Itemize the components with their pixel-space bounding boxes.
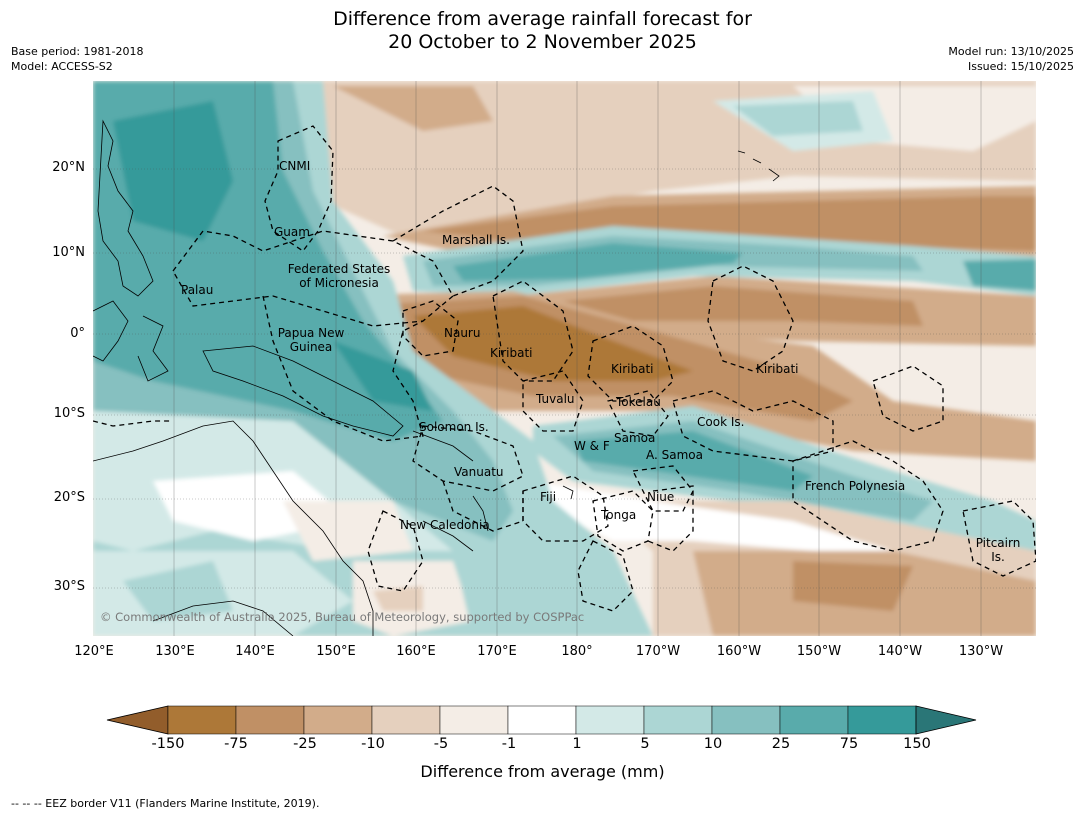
colorbar: [106, 705, 977, 735]
region-label-fsm: Federated States of Micronesia: [284, 262, 394, 290]
region-label-png-line1: Papua New: [277, 326, 345, 340]
lon-label-150w: 150°W: [796, 644, 842, 659]
rainfall-map: [93, 81, 1036, 636]
lon-label-170w: 170°W: [635, 644, 681, 659]
base-period-text: Base period: 1981-2018: [11, 45, 144, 58]
colorbar-cell: [575, 705, 645, 735]
region-label-samoa: Samoa: [614, 431, 656, 445]
region-label-tokelau: Tokelau: [616, 395, 661, 409]
region-label-new-caledonia: New Caledonia: [400, 518, 490, 532]
lon-label-120e: 120°E: [74, 644, 114, 659]
lon-label-140e: 140°E: [235, 644, 275, 659]
region-label-pitcairn-line1: Pitcairn: [975, 536, 1021, 550]
colorbar-cell: [235, 705, 305, 735]
region-label-cnmi: CNMI: [279, 159, 311, 173]
lon-label-170e: 170°E: [477, 644, 517, 659]
region-label-cook: Cook Is.: [697, 415, 745, 429]
region-label-fsm-line2: of Micronesia: [299, 276, 379, 290]
eez-borders: [93, 125, 1036, 612]
colorbar-label-150: 150: [903, 736, 931, 752]
rainfall-map-svg: [93, 81, 1036, 636]
colorbar-cell: [507, 705, 577, 735]
colorbar-label-neg150: -150: [151, 736, 185, 752]
region-label-kiribati-west: Kiribati: [490, 346, 533, 360]
lon-label-140w: 140°W: [877, 644, 923, 659]
region-label-asamoa: A. Samoa: [646, 448, 703, 462]
lon-label-130w: 130°W: [958, 644, 1004, 659]
lon-label-130e: 130°E: [155, 644, 195, 659]
colorbar-label-75: 75: [839, 736, 859, 752]
meta-right: Model run: 13/10/2025 Issued: 15/10/2025: [948, 44, 1074, 74]
colorbar-label-neg25: -25: [293, 736, 317, 752]
rainfall-anomaly-fields: [93, 81, 1036, 636]
region-label-fsm-line1: Federated States: [287, 262, 391, 276]
region-label-palau: Palau: [181, 283, 214, 297]
copyright-notice: © Commonwealth of Australia 2025, Bureau…: [100, 610, 585, 624]
region-label-fiji: Fiji: [540, 490, 557, 504]
colorbar-label-neg1: -1: [501, 736, 517, 752]
colorbar-cell: [371, 705, 441, 735]
colorbar-cell: [779, 705, 849, 735]
colorbar-extend-high: [915, 705, 977, 735]
lon-label-160e: 160°E: [396, 644, 436, 659]
lon-label-160w: 160°W: [716, 644, 762, 659]
colorbar-cell: [167, 705, 237, 735]
graticule: [93, 81, 1036, 636]
model-run-text: Model run: 13/10/2025: [948, 45, 1074, 58]
lon-label-150e: 150°E: [316, 644, 356, 659]
colorbar-label-5: 5: [640, 736, 650, 752]
region-label-nauru: Nauru: [444, 326, 481, 340]
region-label-marshall: Marshall Is.: [442, 233, 510, 247]
model-text: Model: ACCESS-S2: [11, 60, 113, 73]
region-label-kiribati-east: Kiribati: [756, 362, 799, 376]
region-label-niue: Niue: [647, 490, 675, 504]
region-label-png-line2: Guinea: [289, 340, 333, 354]
lat-label-10s: 10°S: [53, 406, 85, 421]
lat-label-10n: 10°N: [52, 245, 85, 260]
region-label-wf: W & F: [574, 439, 610, 453]
region-label-tonga: Tonga: [601, 508, 637, 522]
lat-label-20n: 20°N: [52, 160, 85, 175]
colorbar-label-1: 1: [572, 736, 582, 752]
coastlines: [93, 119, 780, 636]
meta-left: Base period: 1981-2018 Model: ACCESS-S2: [11, 44, 143, 74]
colorbar-label-neg75: -75: [224, 736, 248, 752]
lat-label-0: 0°: [70, 326, 85, 341]
colorbar-label-25: 25: [771, 736, 791, 752]
region-label-vanuatu: Vanuatu: [454, 465, 504, 479]
colorbar-label-neg10: -10: [361, 736, 385, 752]
colorbar-extend-low: [106, 705, 169, 735]
region-label-guam: Guam: [274, 225, 310, 239]
colorbar-cell: [847, 705, 917, 735]
region-label-png: Papua New Guinea: [273, 326, 349, 354]
colorbar-title: Difference from average (mm): [420, 762, 665, 781]
region-label-french-polynesia: French Polynesia: [805, 479, 906, 493]
lat-label-30s: 30°S: [53, 579, 85, 594]
region-label-solomon: Solomon Is.: [419, 420, 489, 434]
colorbar-label-neg5: -5: [433, 736, 449, 752]
map-title: Difference from average rainfall forecas…: [0, 8, 1085, 54]
region-label-pitcairn: Pitcairn Is.: [970, 536, 1026, 564]
colorbar-cell: [643, 705, 713, 735]
colorbar-cell: [303, 705, 373, 735]
region-label-tuvalu: Tuvalu: [536, 392, 575, 406]
colorbar-cell: [711, 705, 781, 735]
lon-label-180: 180°: [561, 644, 593, 659]
map-title-line1: Difference from average rainfall forecas…: [333, 8, 752, 30]
region-label-pitcairn-line2: Is.: [991, 550, 1005, 564]
region-label-kiribati-central: Kiribati: [611, 362, 654, 376]
colorbar-label-10: 10: [703, 736, 723, 752]
issued-text: Issued: 15/10/2025: [967, 60, 1074, 73]
colorbar-cell: [439, 705, 509, 735]
lat-label-20s: 20°S: [53, 490, 85, 505]
map-title-line2: 20 October to 2 November 2025: [388, 31, 697, 53]
eez-footnote: -- -- -- EEZ border V11 (Flanders Marine…: [11, 797, 320, 810]
